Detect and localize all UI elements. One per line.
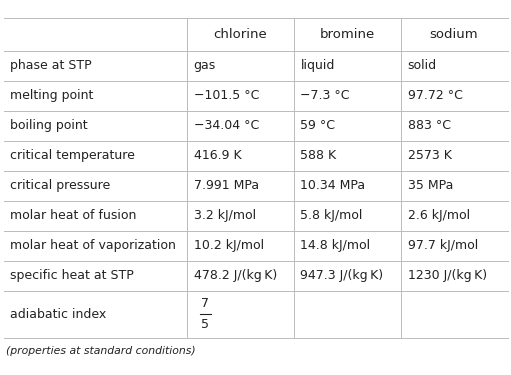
- Text: critical pressure: critical pressure: [11, 179, 111, 192]
- Text: molar heat of vaporization: molar heat of vaporization: [11, 239, 176, 252]
- Text: 5.8 kJ/mol: 5.8 kJ/mol: [300, 209, 363, 222]
- Text: melting point: melting point: [11, 89, 94, 102]
- Text: 97.7 kJ/mol: 97.7 kJ/mol: [407, 239, 478, 252]
- Text: liquid: liquid: [300, 59, 335, 72]
- Text: critical temperature: critical temperature: [11, 149, 135, 162]
- Text: 588 K: 588 K: [300, 149, 337, 162]
- Text: 35 MPa: 35 MPa: [407, 179, 453, 192]
- Text: 416.9 K: 416.9 K: [194, 149, 241, 162]
- Text: 7: 7: [200, 297, 208, 310]
- Text: 478.2 J/(kg K): 478.2 J/(kg K): [194, 269, 277, 282]
- Text: gas: gas: [194, 59, 216, 72]
- Text: 2573 K: 2573 K: [407, 149, 451, 162]
- Text: −7.3 °C: −7.3 °C: [300, 89, 350, 102]
- Text: molar heat of fusion: molar heat of fusion: [11, 209, 137, 222]
- Text: 10.34 MPa: 10.34 MPa: [300, 179, 366, 192]
- Text: 97.72 °C: 97.72 °C: [407, 89, 462, 102]
- Text: 947.3 J/(kg K): 947.3 J/(kg K): [300, 269, 384, 282]
- Text: chlorine: chlorine: [213, 27, 267, 40]
- Text: (properties at standard conditions): (properties at standard conditions): [6, 346, 195, 357]
- Text: 59 °C: 59 °C: [300, 119, 336, 132]
- Text: 2.6 kJ/mol: 2.6 kJ/mol: [407, 209, 470, 222]
- Text: 7.991 MPa: 7.991 MPa: [194, 179, 259, 192]
- Text: −34.04 °C: −34.04 °C: [194, 119, 259, 132]
- Text: 10.2 kJ/mol: 10.2 kJ/mol: [194, 239, 264, 252]
- Text: specific heat at STP: specific heat at STP: [11, 269, 134, 282]
- Text: 14.8 kJ/mol: 14.8 kJ/mol: [300, 239, 370, 252]
- Text: 5: 5: [200, 318, 208, 331]
- Text: 3.2 kJ/mol: 3.2 kJ/mol: [194, 209, 256, 222]
- Text: boiling point: boiling point: [11, 119, 88, 132]
- Text: 1230 J/(kg K): 1230 J/(kg K): [407, 269, 486, 282]
- Text: phase at STP: phase at STP: [11, 59, 92, 72]
- Text: bromine: bromine: [319, 27, 375, 40]
- Text: −101.5 °C: −101.5 °C: [194, 89, 259, 102]
- Text: 883 °C: 883 °C: [407, 119, 451, 132]
- Text: adiabatic index: adiabatic index: [11, 308, 107, 321]
- Text: solid: solid: [407, 59, 436, 72]
- Text: sodium: sodium: [430, 27, 478, 40]
